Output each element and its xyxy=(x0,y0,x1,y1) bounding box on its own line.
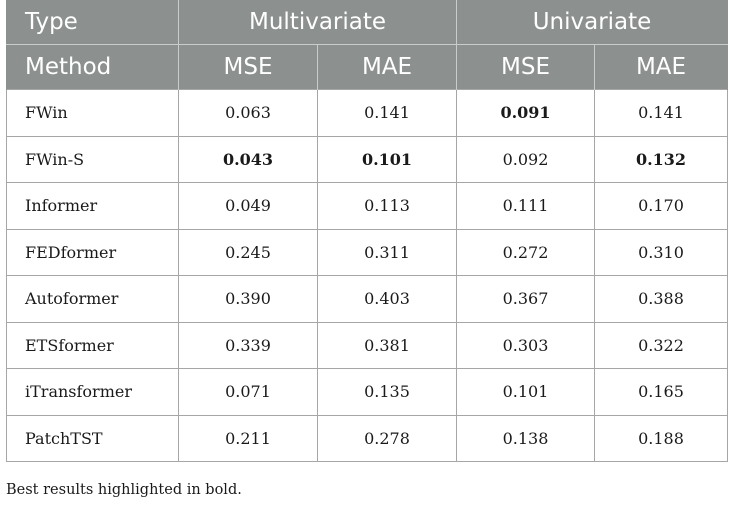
method-cell: Autoformer xyxy=(6,275,179,323)
value-cell-u-mae: 0.388 xyxy=(594,275,729,323)
value-cell-u-mse: 0.367 xyxy=(456,275,596,323)
table-row: FEDformer 0.245 0.311 0.272 0.310 xyxy=(6,228,729,276)
header-type: Type xyxy=(6,0,179,45)
method-cell: FWin-S xyxy=(6,135,179,183)
header-multivariate-mae: MAE xyxy=(316,44,458,90)
header-univariate: Univariate xyxy=(456,0,729,45)
method-cell: PatchTST xyxy=(6,414,179,462)
value-cell-m-mae: 0.141 xyxy=(316,89,458,137)
value-cell-u-mse: 0.111 xyxy=(456,182,596,230)
value-cell-u-mae: 0.141 xyxy=(594,89,729,137)
value-cell-m-mse: 0.245 xyxy=(178,228,318,276)
method-cell: FWin xyxy=(6,89,179,137)
value-cell-u-mae: 0.322 xyxy=(594,321,729,369)
value-cell-u-mse: 0.272 xyxy=(456,228,596,276)
value-cell-m-mae: 0.403 xyxy=(316,275,458,323)
method-cell: FEDformer xyxy=(6,228,179,276)
value-cell-m-mae: 0.113 xyxy=(316,182,458,230)
value-cell-m-mse: 0.390 xyxy=(178,275,318,323)
header-row-type: Type Multivariate Univariate xyxy=(6,0,729,45)
value-cell-u-mae: 0.188 xyxy=(594,414,729,462)
value-cell-u-mse: 0.138 xyxy=(456,414,596,462)
value-cell-u-mae: 0.170 xyxy=(594,182,729,230)
value-cell-u-mse: 0.303 xyxy=(456,321,596,369)
results-table: Type Multivariate Univariate Method MSE … xyxy=(6,0,729,462)
value-cell-m-mse: 0.063 xyxy=(178,89,318,137)
value-cell-m-mae: 0.278 xyxy=(316,414,458,462)
header-multivariate-mse: MSE xyxy=(178,44,318,90)
value-cell-u-mse: 0.092 xyxy=(456,135,596,183)
table-footnote: Best results highlighted in bold. xyxy=(6,482,242,498)
value-cell-m-mse: 0.211 xyxy=(178,414,318,462)
header-univariate-mae: MAE xyxy=(594,44,729,90)
header-row-method: Method MSE MAE MSE MAE xyxy=(6,44,729,90)
value-cell-m-mae: 0.101 xyxy=(316,135,458,183)
table-row: PatchTST 0.211 0.278 0.138 0.188 xyxy=(6,414,729,462)
value-cell-m-mse: 0.339 xyxy=(178,321,318,369)
table-row: Informer 0.049 0.113 0.111 0.170 xyxy=(6,182,729,230)
table-body: FWin 0.063 0.141 0.091 0.141 FWin-S 0.043 0.101… xyxy=(6,89,729,462)
method-cell: iTransformer xyxy=(6,368,179,416)
value-cell-u-mae: 0.165 xyxy=(594,368,729,416)
value-cell-m-mse: 0.071 xyxy=(178,368,318,416)
value-cell-m-mse: 0.049 xyxy=(178,182,318,230)
value-cell-m-mae: 0.135 xyxy=(316,368,458,416)
header-univariate-mse: MSE xyxy=(456,44,596,90)
table-row: FWin-S 0.043 0.101 0.092 0.132 xyxy=(6,135,729,183)
value-cell-m-mae: 0.311 xyxy=(316,228,458,276)
table-header: Type Multivariate Univariate Method MSE … xyxy=(6,0,729,90)
value-cell-m-mse: 0.043 xyxy=(178,135,318,183)
table-row: Autoformer 0.390 0.403 0.367 0.388 xyxy=(6,275,729,323)
value-cell-u-mae: 0.132 xyxy=(594,135,729,183)
table-row: ETSformer 0.339 0.381 0.303 0.322 xyxy=(6,321,729,369)
method-cell: ETSformer xyxy=(6,321,179,369)
table-row: iTransformer 0.071 0.135 0.101 0.165 xyxy=(6,368,729,416)
method-cell: Informer xyxy=(6,182,179,230)
value-cell-u-mae: 0.310 xyxy=(594,228,729,276)
value-cell-m-mae: 0.381 xyxy=(316,321,458,369)
header-multivariate: Multivariate xyxy=(177,0,458,45)
value-cell-u-mse: 0.101 xyxy=(456,368,596,416)
results-table-container: Type Multivariate Univariate Method MSE … xyxy=(6,0,729,462)
value-cell-u-mse: 0.091 xyxy=(456,89,596,137)
header-method: Method xyxy=(6,44,179,90)
table-row: FWin 0.063 0.141 0.091 0.141 xyxy=(6,89,729,137)
